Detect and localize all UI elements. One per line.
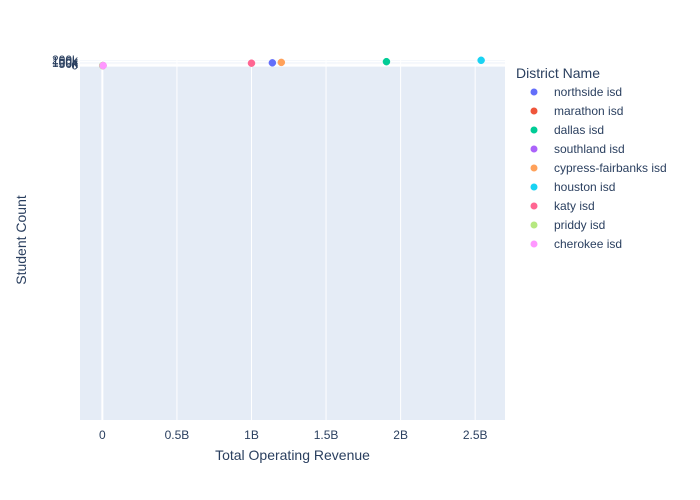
legend-marker[interactable]	[530, 107, 538, 115]
legend-marker[interactable]	[530, 145, 538, 153]
legend-item-label[interactable]: northside isd	[554, 85, 622, 99]
legend-item-label[interactable]: cypress-fairbanks isd	[554, 161, 667, 175]
legend-item-label[interactable]: dallas isd	[554, 123, 604, 137]
legend-marker[interactable]	[530, 126, 538, 134]
y-tick-label: 0	[71, 59, 78, 73]
x-tick-label: 1.5B	[314, 428, 339, 442]
data-point[interactable]	[268, 59, 277, 67]
legend-marker[interactable]	[530, 240, 538, 248]
y-tick-label: 200k	[52, 53, 79, 67]
x-axis-title: Total Operating Revenue	[215, 447, 370, 463]
x-tick-label: 1B	[244, 428, 259, 442]
legend-marker[interactable]	[530, 202, 538, 210]
legend-marker[interactable]	[530, 164, 538, 172]
y-axis-title: Student Count	[13, 195, 29, 285]
data-point[interactable]	[247, 59, 256, 67]
data-point[interactable]	[477, 56, 485, 65]
data-point[interactable]	[382, 57, 391, 66]
legend-item-label[interactable]: cherokee isd	[554, 237, 622, 251]
x-tick-label: 0	[99, 428, 106, 442]
legend-item-label[interactable]: priddy isd	[554, 218, 605, 232]
data-point[interactable]	[277, 58, 286, 67]
y-tick-label: 150k	[52, 54, 79, 68]
legend-item-label[interactable]: southland isd	[554, 142, 625, 156]
legend-marker[interactable]	[530, 221, 538, 229]
legend-item-label[interactable]: marathon isd	[554, 104, 623, 118]
legend-item-label[interactable]: houston isd	[554, 180, 615, 194]
legend-marker[interactable]	[530, 88, 538, 96]
data-point[interactable]	[99, 61, 107, 70]
x-tick-label: 2B	[393, 428, 408, 442]
y-tick-label: 50k	[59, 57, 79, 71]
legend-marker[interactable]	[530, 183, 538, 191]
plot-background	[80, 60, 505, 420]
legend-item-label[interactable]: katy isd	[554, 199, 595, 213]
legend-title: District Name	[516, 65, 600, 81]
y-tick-label: 100k	[52, 56, 79, 70]
x-tick-label: 0.5B	[165, 428, 190, 442]
x-tick-label: 2.5B	[463, 428, 488, 442]
